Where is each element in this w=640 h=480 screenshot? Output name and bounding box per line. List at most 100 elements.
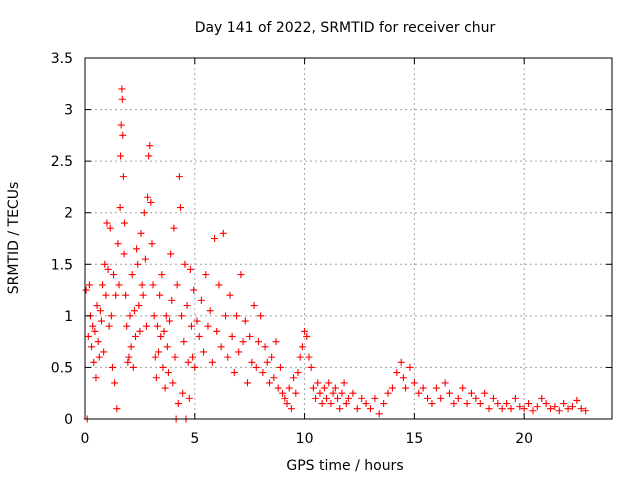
data-point <box>424 394 432 402</box>
data-point <box>150 312 158 320</box>
data-point <box>128 271 136 279</box>
data-point <box>393 369 401 377</box>
data-point <box>520 405 528 413</box>
data-point <box>329 389 337 397</box>
data-point <box>125 353 133 361</box>
data-point <box>564 405 572 413</box>
data-point <box>384 389 392 397</box>
data-point <box>157 332 165 340</box>
data-point <box>90 358 98 366</box>
data-point <box>279 389 287 397</box>
data-point <box>127 343 135 351</box>
data-point <box>115 281 123 289</box>
data-point <box>191 363 199 371</box>
y-tick-label: 2.5 <box>51 154 73 170</box>
data-point <box>136 327 144 335</box>
data-point <box>538 394 546 402</box>
data-point <box>285 384 293 392</box>
data-point <box>204 322 212 330</box>
x-axis-label: GPS time / hours <box>286 458 403 474</box>
data-point <box>402 384 410 392</box>
y-tick-label: 3.5 <box>51 51 73 67</box>
data-point <box>167 250 175 258</box>
data-point <box>166 317 174 325</box>
data-point <box>168 296 176 304</box>
data-point <box>197 296 205 304</box>
data-point <box>190 286 198 294</box>
data-point <box>147 198 155 206</box>
data-point <box>97 317 105 325</box>
y-tick-label: 1 <box>64 309 73 325</box>
data-point <box>362 400 370 408</box>
data-point <box>287 405 295 413</box>
data-point <box>126 312 134 320</box>
data-point <box>208 358 216 366</box>
data-point <box>270 374 278 382</box>
data-point <box>104 265 112 273</box>
data-point <box>146 142 154 150</box>
data-point <box>406 363 414 371</box>
data-point <box>141 255 149 263</box>
data-point <box>303 332 311 340</box>
data-point <box>85 281 93 289</box>
data-point <box>170 224 178 232</box>
data-point <box>294 369 302 377</box>
x-tick-label: 0 <box>81 431 90 447</box>
data-point <box>200 348 208 356</box>
data-point <box>138 281 146 289</box>
data-point <box>222 312 230 320</box>
data-point <box>121 219 129 227</box>
y-tick-label: 3 <box>64 103 73 119</box>
data-point <box>248 358 256 366</box>
data-point <box>91 327 99 335</box>
data-point <box>542 400 550 408</box>
data-point <box>215 281 223 289</box>
data-point <box>102 291 110 299</box>
chart-title: Day 141 of 2022, SRMTID for receiver chu… <box>195 20 496 36</box>
data-point <box>103 219 111 227</box>
data-point <box>226 291 234 299</box>
data-point <box>529 407 537 415</box>
data-point <box>327 400 335 408</box>
data-point <box>463 400 471 408</box>
y-tick-label: 0 <box>64 412 73 428</box>
data-point <box>124 358 132 366</box>
data-point <box>568 403 576 411</box>
data-point <box>113 405 121 413</box>
data-point <box>261 343 269 351</box>
data-point <box>307 363 315 371</box>
data-point <box>415 389 423 397</box>
data-point <box>110 271 118 279</box>
data-point <box>516 403 524 411</box>
data-point <box>380 400 388 408</box>
data-point <box>525 400 533 408</box>
data-point <box>263 358 271 366</box>
data-point <box>224 353 232 361</box>
data-point <box>134 260 142 268</box>
data-point <box>467 389 475 397</box>
data-point <box>334 394 342 402</box>
y-tick-label: 2 <box>64 206 73 222</box>
data-point <box>93 302 101 310</box>
data-point <box>252 363 260 371</box>
data-point <box>118 95 126 103</box>
data-point <box>250 302 258 310</box>
data-point <box>582 407 590 415</box>
data-point <box>163 343 171 351</box>
data-point <box>476 400 484 408</box>
data-point <box>159 363 167 371</box>
data-point <box>117 152 125 160</box>
data-point <box>243 379 251 387</box>
data-point <box>171 353 179 361</box>
data-point <box>153 322 161 330</box>
data-point <box>472 394 480 402</box>
data-point <box>446 389 454 397</box>
data-point <box>160 327 168 335</box>
data-point <box>219 229 227 237</box>
data-point <box>120 250 128 258</box>
scatter-points <box>82 85 590 423</box>
data-point <box>140 209 148 217</box>
data-point <box>228 332 236 340</box>
data-point <box>428 400 436 408</box>
